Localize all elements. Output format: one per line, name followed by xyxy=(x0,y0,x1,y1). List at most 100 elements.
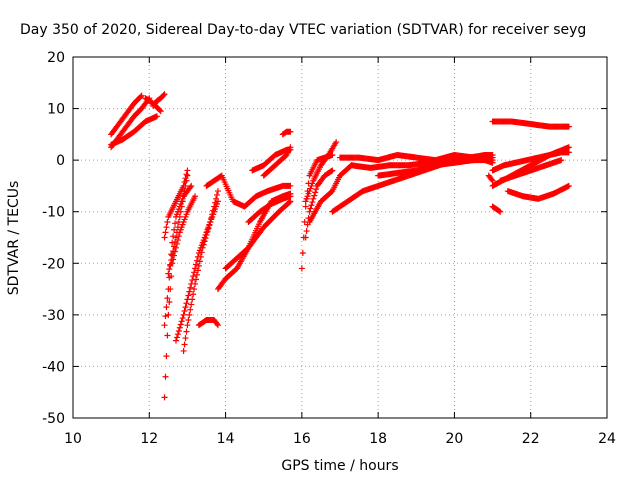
data-point xyxy=(558,157,565,164)
data-point xyxy=(286,199,293,206)
data-point xyxy=(173,334,180,341)
data-point xyxy=(170,248,177,255)
data-point xyxy=(194,267,201,274)
data-point xyxy=(183,300,190,307)
data-point xyxy=(193,276,200,283)
data-point xyxy=(308,202,315,209)
data-point xyxy=(287,182,294,189)
data-point xyxy=(302,203,309,210)
plot-frame xyxy=(72,56,608,419)
data-point xyxy=(189,296,196,303)
data-point xyxy=(181,188,188,195)
data-point xyxy=(170,233,177,240)
data-point xyxy=(182,335,189,342)
data-point xyxy=(187,284,194,291)
data-point xyxy=(206,222,213,229)
data-point xyxy=(287,193,294,200)
data-series xyxy=(203,172,294,210)
data-point xyxy=(310,195,317,202)
x-axis-label: GPS time / hours xyxy=(281,458,398,474)
data-point xyxy=(182,304,189,311)
data-point xyxy=(183,177,190,184)
data-series xyxy=(302,139,340,205)
chart-title: Day 350 of 2020, Sidereal Day-to-day VTE… xyxy=(20,22,586,38)
data-point xyxy=(176,324,183,331)
data-point xyxy=(169,252,176,259)
data-point xyxy=(164,332,171,339)
data-point xyxy=(138,92,145,99)
data-point xyxy=(171,243,178,250)
data-point xyxy=(184,322,191,329)
data-point xyxy=(565,144,572,151)
data-point xyxy=(203,231,210,238)
data-point xyxy=(169,239,176,246)
data-point xyxy=(181,341,188,348)
y-axis-label: SDTVAR / TECUs xyxy=(6,181,22,296)
data-point xyxy=(137,93,144,100)
data-point xyxy=(205,225,212,232)
data-point xyxy=(287,198,294,205)
data-series xyxy=(279,128,294,138)
data-series xyxy=(150,91,168,109)
data-point xyxy=(303,228,310,235)
x-tick-label: 22 xyxy=(522,431,540,447)
data-point xyxy=(489,159,496,166)
data-series xyxy=(195,317,221,329)
data-point xyxy=(307,205,314,212)
data-point xyxy=(204,228,211,235)
grid xyxy=(73,57,607,418)
data-point xyxy=(565,182,572,189)
data-point xyxy=(211,203,218,210)
data-point xyxy=(165,286,172,293)
data-point xyxy=(173,229,180,236)
data-point xyxy=(193,261,200,268)
data-point xyxy=(193,257,200,264)
data-point xyxy=(489,154,496,161)
data-point xyxy=(191,286,198,293)
data-point xyxy=(175,233,182,240)
data-series xyxy=(298,151,336,272)
data-point xyxy=(166,266,173,273)
data-point xyxy=(174,224,181,231)
data-point xyxy=(311,192,318,199)
data-point xyxy=(214,188,221,195)
data-point xyxy=(166,274,173,281)
y-tick-label: 20 xyxy=(47,50,65,66)
data-point xyxy=(210,207,217,214)
data-point xyxy=(198,249,205,256)
x-tick-label: 14 xyxy=(217,431,235,447)
data-point xyxy=(178,203,185,210)
x-tick-label: 10 xyxy=(64,431,82,447)
x-tick-label: 20 xyxy=(446,431,464,447)
data-series xyxy=(375,154,496,179)
data-point xyxy=(497,208,504,215)
x-tick-label: 16 xyxy=(293,431,311,447)
data-point xyxy=(213,320,220,327)
plot-area xyxy=(108,91,572,401)
data-series xyxy=(165,172,191,277)
data-point xyxy=(214,322,221,329)
data-point xyxy=(213,191,220,198)
data-series xyxy=(161,167,191,241)
data-point xyxy=(329,167,336,174)
data-point xyxy=(489,177,496,184)
y-tick-label: 0 xyxy=(56,153,65,169)
data-point xyxy=(179,198,186,205)
data-point xyxy=(157,108,164,115)
data-point xyxy=(312,189,319,196)
data-point xyxy=(186,311,193,318)
data-point xyxy=(177,208,184,215)
data-point xyxy=(213,195,220,202)
data-point xyxy=(199,244,206,251)
data-series xyxy=(222,198,294,272)
data-point xyxy=(163,304,170,311)
data-point xyxy=(161,91,168,98)
data-point xyxy=(181,307,188,314)
data-point xyxy=(496,208,503,215)
data-point xyxy=(180,347,187,354)
data-point xyxy=(212,199,219,206)
data-point xyxy=(168,257,175,264)
data-series xyxy=(489,203,504,215)
data-point xyxy=(488,176,495,183)
